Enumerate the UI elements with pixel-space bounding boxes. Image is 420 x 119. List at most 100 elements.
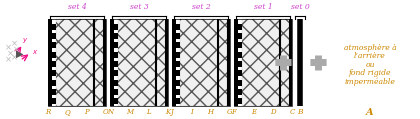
Bar xyxy=(52,70,55,77)
Text: O: O xyxy=(103,108,109,116)
Text: set 2: set 2 xyxy=(192,3,210,11)
Text: E: E xyxy=(251,108,256,116)
Bar xyxy=(237,80,242,86)
Bar xyxy=(218,19,226,106)
Bar xyxy=(226,19,230,106)
Text: B: B xyxy=(297,108,303,116)
Text: l’arrière: l’arrière xyxy=(354,52,386,60)
Bar xyxy=(172,19,230,106)
Text: H: H xyxy=(207,108,214,116)
Text: set 4: set 4 xyxy=(68,3,87,11)
Bar xyxy=(113,89,118,95)
Text: ▶: ▶ xyxy=(16,49,24,59)
Bar xyxy=(172,19,230,106)
Bar xyxy=(237,24,242,30)
Bar xyxy=(102,19,106,106)
Text: y: y xyxy=(22,37,26,43)
Text: ×: × xyxy=(6,49,13,58)
Bar xyxy=(234,19,292,106)
Text: ×: × xyxy=(10,53,18,62)
Bar xyxy=(281,19,289,106)
Text: atmosphère à: atmosphère à xyxy=(344,44,396,52)
Bar xyxy=(179,19,217,106)
Bar xyxy=(176,24,179,30)
Bar xyxy=(234,19,237,106)
Bar xyxy=(217,19,218,106)
Text: N: N xyxy=(107,108,113,116)
Text: ×: × xyxy=(10,39,18,48)
Text: set 0: set 0 xyxy=(291,3,310,11)
Text: K: K xyxy=(165,108,171,116)
Bar xyxy=(234,19,292,106)
Bar xyxy=(237,98,242,104)
Bar xyxy=(172,19,176,106)
Bar xyxy=(113,98,118,104)
Text: R: R xyxy=(45,108,51,116)
Bar xyxy=(52,42,55,48)
Bar xyxy=(113,61,118,67)
Text: set 3: set 3 xyxy=(130,3,148,11)
Bar xyxy=(48,19,106,106)
Bar xyxy=(52,52,55,58)
Bar xyxy=(52,89,55,95)
Text: G: G xyxy=(227,108,233,116)
Bar xyxy=(52,80,55,86)
Bar xyxy=(52,24,55,30)
Text: L: L xyxy=(146,108,151,116)
Bar xyxy=(237,33,242,39)
Bar xyxy=(176,33,179,39)
Text: I: I xyxy=(190,108,193,116)
Text: ×: × xyxy=(5,43,11,52)
Text: x: x xyxy=(32,49,36,55)
Bar xyxy=(110,19,168,106)
Text: imperméable: imperméable xyxy=(344,77,396,86)
Bar xyxy=(52,98,55,104)
Bar xyxy=(55,19,93,106)
Bar xyxy=(176,89,179,95)
Text: P: P xyxy=(84,108,89,116)
Bar xyxy=(110,19,113,106)
Bar xyxy=(113,42,118,48)
Bar xyxy=(157,19,165,106)
Bar xyxy=(113,52,118,58)
Bar xyxy=(176,80,179,86)
Bar xyxy=(176,42,179,48)
Text: set 1: set 1 xyxy=(254,3,273,11)
Text: M: M xyxy=(126,108,133,116)
Bar xyxy=(289,19,292,106)
Bar xyxy=(165,19,168,106)
Bar xyxy=(176,52,179,58)
Bar xyxy=(52,61,55,67)
Bar xyxy=(113,24,118,30)
Bar xyxy=(93,19,95,106)
Bar xyxy=(237,61,242,67)
Bar xyxy=(110,19,168,106)
Bar xyxy=(241,19,279,106)
Text: J: J xyxy=(171,108,173,116)
Bar xyxy=(176,61,179,67)
Bar xyxy=(176,70,179,77)
Bar xyxy=(155,19,157,106)
Text: fond rigide: fond rigide xyxy=(349,69,391,77)
Text: D: D xyxy=(270,108,276,116)
Bar xyxy=(279,19,281,106)
Bar xyxy=(237,89,242,95)
Bar xyxy=(48,19,52,106)
Bar xyxy=(237,52,242,58)
Text: ou: ou xyxy=(365,61,375,69)
Text: F: F xyxy=(231,108,236,116)
Bar xyxy=(94,19,102,106)
Text: ×: × xyxy=(5,55,11,64)
Bar xyxy=(52,33,55,39)
Bar xyxy=(113,70,118,77)
Bar xyxy=(48,19,106,106)
Bar xyxy=(113,80,118,86)
Bar xyxy=(176,98,179,104)
Text: ×: × xyxy=(13,45,19,54)
Bar xyxy=(237,42,242,48)
Bar xyxy=(237,70,242,77)
Bar xyxy=(118,19,155,106)
Bar xyxy=(113,33,118,39)
Text: A: A xyxy=(366,108,374,117)
Text: C: C xyxy=(289,108,295,116)
